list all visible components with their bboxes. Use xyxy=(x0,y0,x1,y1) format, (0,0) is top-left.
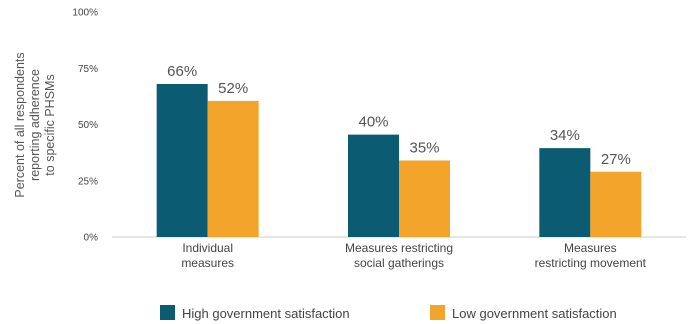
data-label: 52% xyxy=(218,80,248,97)
category-label-line: Measures xyxy=(564,241,617,255)
legend-swatch xyxy=(160,305,175,320)
y-axis-title-line: Percent of all respondents xyxy=(13,52,27,197)
data-label: 27% xyxy=(601,151,631,168)
bar xyxy=(590,171,642,237)
category-label-line: Individual xyxy=(182,241,233,255)
category-label: Individual measures xyxy=(181,241,234,270)
y-tick-label: 50% xyxy=(78,120,98,131)
y-axis-label: Percent of all respondentsreporting adhe… xyxy=(13,52,57,197)
data-label: 35% xyxy=(409,140,439,157)
category-label-line: measures xyxy=(181,256,234,270)
bars xyxy=(156,84,642,237)
legend-label: Low government satisfaction xyxy=(452,306,617,321)
y-axis-ticks: 0% 25% 50% 75% 100% xyxy=(72,8,98,244)
category-labels: Individual measures Measures restricting so… xyxy=(181,241,646,270)
y-axis-title: Percent of all respondentsreporting adhe… xyxy=(13,52,57,197)
bar xyxy=(539,148,591,237)
data-labels: 66% 52% 40% 35% 34% 27% xyxy=(167,63,631,168)
y-tick-label: 100% xyxy=(72,8,98,19)
data-label: 66% xyxy=(167,63,197,80)
legend-label: High government satisfaction xyxy=(182,306,350,321)
category-label: Measures restricting social gatherings xyxy=(345,241,453,270)
bar xyxy=(399,160,450,237)
y-tick-label: 75% xyxy=(78,64,98,75)
bar xyxy=(348,134,399,237)
category-label-line: Measures restricting xyxy=(345,241,453,255)
category-label-line: restricting movement xyxy=(535,256,647,270)
bar xyxy=(156,84,208,237)
category-label: Measures restricting movement xyxy=(535,241,647,270)
bar xyxy=(207,100,259,237)
y-axis-title-line: reporting adherence xyxy=(28,69,42,181)
y-tick-label: 25% xyxy=(78,176,98,187)
y-axis-title-line: to specific PHSMs xyxy=(43,74,57,175)
data-label: 34% xyxy=(550,127,580,144)
legend: High government satisfaction Low governme… xyxy=(160,305,617,321)
category-label-line: social gatherings xyxy=(354,256,444,270)
y-tick-label: 0% xyxy=(84,233,99,244)
data-label: 40% xyxy=(358,114,388,131)
legend-swatch xyxy=(430,305,445,320)
